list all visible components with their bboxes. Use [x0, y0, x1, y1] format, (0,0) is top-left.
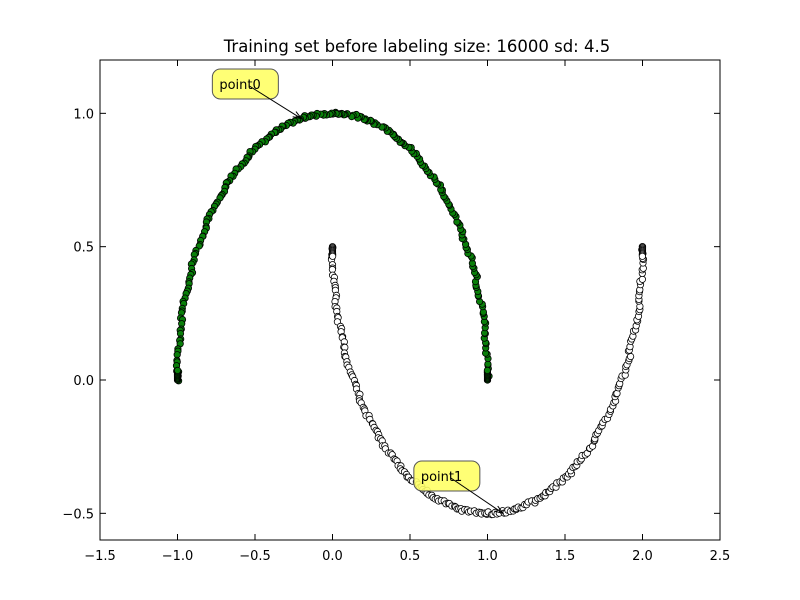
annotation-label: point0: [219, 78, 260, 93]
x-tick-label: 1.5: [555, 549, 576, 564]
chart-title: Training set before labeling size: 16000…: [223, 37, 610, 56]
data-point: [174, 366, 182, 374]
x-tick-label: 0.0: [322, 549, 343, 564]
annotation-arrow: [249, 85, 302, 120]
annotation-point0: point0: [211, 68, 303, 120]
data-point: [638, 275, 647, 283]
annotation-label: point1: [421, 470, 462, 485]
x-tick-label: 2.0: [632, 549, 653, 564]
annotation-layer: point0 point1: [211, 68, 505, 515]
series-1: [327, 243, 648, 519]
data-point: [328, 252, 337, 260]
y-tick-label: 0.5: [73, 241, 94, 256]
x-tick-label: −1.0: [162, 549, 194, 564]
data-point: [483, 366, 491, 374]
annotation-box: [211, 68, 279, 100]
data-point: [638, 252, 647, 260]
y-tick-label: 0.0: [73, 374, 94, 389]
x-tick-label: 1.0: [477, 549, 498, 564]
arrow-head: [292, 111, 303, 120]
annotation-point1: point1: [413, 460, 505, 515]
series-0: [172, 108, 493, 385]
points-layer: [172, 108, 648, 519]
arrow-head: [494, 505, 505, 515]
x-tick-label: 0.5: [400, 549, 421, 564]
axis-ticks: −1.5 −1.0 −0.5 0.0 0.5 1.0 1.5 2.0 2.5 −0.5 0.0 0.5…: [62, 60, 730, 564]
y-tick-label: −0.5: [62, 507, 94, 522]
x-tick-label: 2.5: [710, 549, 731, 564]
y-tick-label: 1.0: [73, 107, 94, 122]
annotation-box: [413, 460, 481, 492]
plot-area: [100, 60, 720, 540]
x-tick-label: −0.5: [239, 549, 271, 564]
annotation-arrow: [450, 477, 504, 514]
x-tick-label: −1.5: [84, 549, 116, 564]
